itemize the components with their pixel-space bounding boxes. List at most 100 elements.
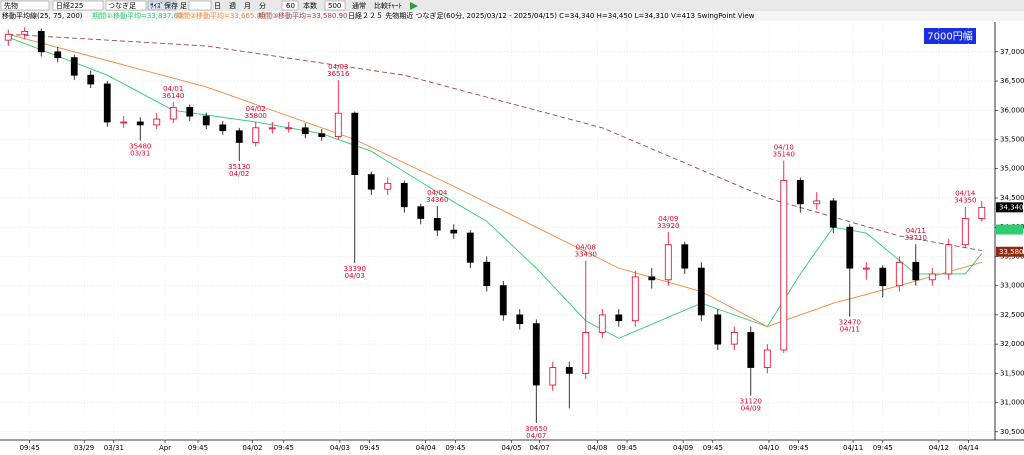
info-text: 移動平均=33,665.80 <box>196 11 266 20</box>
input[interactable] <box>324 0 346 11</box>
x-tick-label: 03/29 <box>74 444 94 452</box>
y-tick-label: 32,000 <box>1000 340 1024 348</box>
candle-body <box>37 30 45 53</box>
arrow-icon[interactable] <box>410 2 418 10</box>
candle-body <box>747 332 755 368</box>
low-date-label: 04/03 <box>345 272 365 280</box>
toolbar-item[interactable]: 先物 <box>4 1 18 10</box>
info-text: 移動平均=33,580.90 <box>278 11 348 20</box>
toolbar-item[interactable]: 日 <box>214 2 221 10</box>
y-tick-label: 31,500 <box>1000 369 1024 377</box>
moving-average-line <box>8 33 982 252</box>
candle-body <box>70 57 78 76</box>
x-tick-label: 04/02 <box>242 444 262 452</box>
candle-body <box>516 314 524 325</box>
toolbar-item[interactable]: 週 <box>229 1 236 10</box>
price-tag-label: 34,340 <box>999 203 1024 211</box>
toolbar-item[interactable]: 500 <box>328 2 341 10</box>
candle-body <box>87 74 95 85</box>
high-date-label: 04/04 <box>427 189 448 197</box>
low-price-label: 30650 <box>525 425 547 433</box>
toolbar-item[interactable]: つなぎ足 <box>108 1 136 10</box>
candle-body <box>912 261 920 281</box>
dropdown[interactable] <box>105 0 147 11</box>
y-tick-label: 37,000 <box>1000 48 1024 56</box>
candle-body <box>829 200 837 228</box>
high-date-label: 04/11 <box>906 227 926 235</box>
dropdown[interactable] <box>52 0 104 11</box>
candle-body <box>483 261 491 287</box>
high-date-label: 04/03 <box>328 63 348 71</box>
candle-body <box>582 332 590 374</box>
candle-body <box>730 332 738 345</box>
high-price-label: 34350 <box>954 197 976 205</box>
high-price-label: 35140 <box>773 151 795 159</box>
high-date-label: 04/14 <box>955 190 976 198</box>
candle-body <box>367 174 375 190</box>
dropdown[interactable] <box>0 0 50 11</box>
x-tick-label: 04/03 <box>330 444 350 452</box>
candle-body <box>219 124 227 132</box>
toolbar-item[interactable]: 分 <box>259 1 266 10</box>
low-date-label: 03/31 <box>130 150 150 158</box>
x-tick-label: 04/12 <box>929 444 949 452</box>
candle-body <box>697 267 705 316</box>
x-tick-label: 03/31 <box>104 444 124 452</box>
x-tick-label: 09:45 <box>789 444 809 452</box>
y-tick-label: 31,000 <box>1000 399 1024 407</box>
toolbar-item: 足 <box>180 2 187 10</box>
candle-body <box>4 33 12 41</box>
high-date-label: 04/10 <box>774 144 794 152</box>
candle-body <box>978 206 986 219</box>
high-date-label: 04/02 <box>246 105 266 113</box>
high-date-label: 04/01 <box>163 85 183 93</box>
candle-body <box>879 267 887 287</box>
candle-body <box>714 314 722 345</box>
candle-body <box>961 218 969 246</box>
candle-body <box>549 367 557 386</box>
candle-body <box>681 244 689 269</box>
input[interactable] <box>281 0 299 11</box>
candle-body <box>763 349 771 368</box>
toolbar-item[interactable]: 60 <box>286 2 295 10</box>
candle-body <box>532 323 540 386</box>
toolbar-item[interactable]: 日経225 <box>56 1 83 10</box>
y-tick-label: 35,500 <box>1000 136 1024 144</box>
candle-body <box>268 127 276 130</box>
high-price-label: 33710 <box>905 234 927 242</box>
input[interactable] <box>188 0 212 11</box>
moving-average-line <box>8 36 983 339</box>
info-text: 移動平均線(25, 75, 200) <box>2 11 83 20</box>
y-tick-label: 35,000 <box>1000 165 1024 173</box>
info-text[interactable]: 期間① <box>92 12 112 20</box>
candle-body <box>450 229 458 234</box>
toolbar-item[interactable]: 比較ﾁｬｰﾄ <box>374 1 402 10</box>
y-tick-label: 36,500 <box>1000 77 1024 85</box>
info-bar <box>0 11 1024 21</box>
x-tick-label: 09:45 <box>445 444 465 452</box>
x-tick-label: 04/14 <box>959 444 980 452</box>
price-tag <box>996 246 1023 257</box>
toolbar-item[interactable]: 月 <box>244 2 251 10</box>
toolbar-item: 本数 <box>303 1 317 10</box>
low-price-label: 33390 <box>344 265 366 273</box>
high-price-label: 36140 <box>162 92 184 100</box>
info-text[interactable]: 期間③ <box>258 12 278 20</box>
high-date-label: 04/09 <box>658 215 678 223</box>
candle-body <box>895 261 903 287</box>
high-price-label: 35800 <box>245 112 267 120</box>
toolbar <box>0 0 1024 11</box>
info-text[interactable]: 期間② <box>176 12 196 20</box>
toolbar-item[interactable]: ｻｲｽﾞ保存 <box>150 1 178 10</box>
candle-body <box>334 112 342 137</box>
x-tick-label: Apr <box>159 444 171 452</box>
candle-body <box>54 51 62 59</box>
candle-body <box>351 112 359 175</box>
toolbar-item[interactable]: 通常 <box>352 1 366 10</box>
button[interactable] <box>147 0 177 11</box>
candle-body <box>153 118 161 126</box>
candle-body <box>813 200 821 205</box>
candle-body <box>862 267 870 270</box>
low-price-label: 32470 <box>839 319 861 327</box>
x-tick-label: 04/10 <box>759 444 779 452</box>
